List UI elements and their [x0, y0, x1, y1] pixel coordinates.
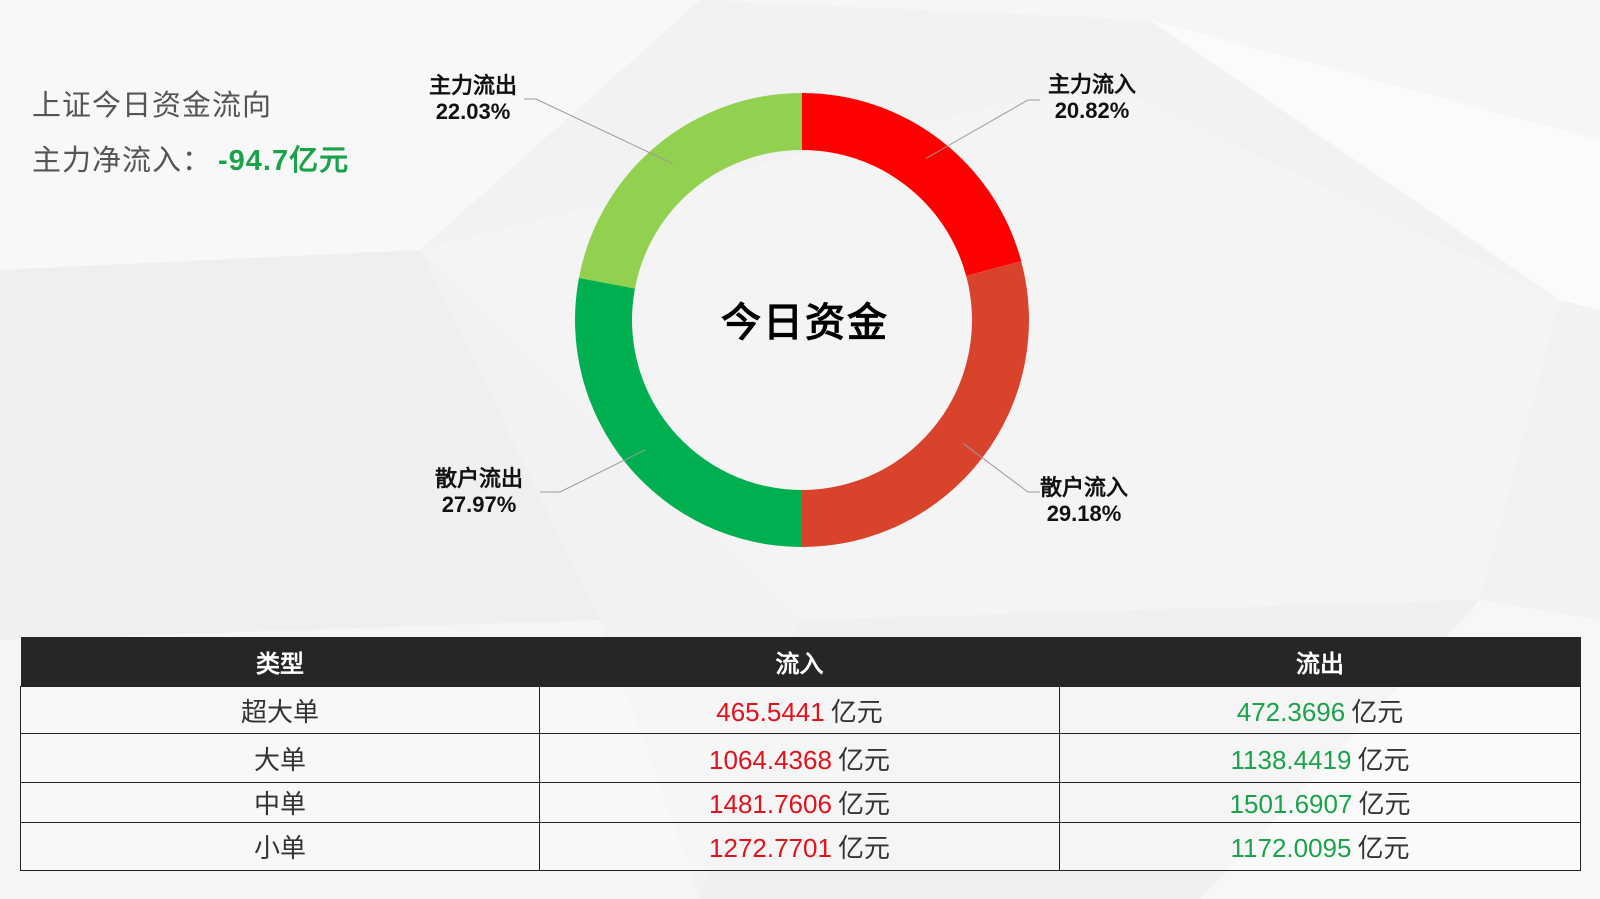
- leader-line: [540, 449, 646, 493]
- table-row: 中单 1481.7606 亿元 1501.6907 亿元: [20, 782, 1581, 823]
- inflow-value: 465.5441: [716, 696, 825, 727]
- outflow-value: 1501.6907: [1229, 789, 1353, 819]
- header-type: 类型: [20, 637, 540, 687]
- cell-outflow: 1138.4419 亿元: [1059, 733, 1581, 783]
- table-row: 大单 1064.4368 亿元 1138.4419 亿元: [20, 733, 1581, 783]
- unit: 亿元: [1358, 789, 1411, 819]
- net-inflow-value: -94.7亿元: [218, 145, 350, 177]
- leader-line: [524, 98, 673, 164]
- unit: 亿元: [837, 789, 890, 819]
- cell-outflow: 472.3696 亿元: [1059, 686, 1581, 734]
- table-header-row: 类型 流入 流出: [20, 637, 1581, 687]
- net-inflow-label: 主力净流入：: [32, 145, 213, 177]
- cell-type: 超大单: [20, 686, 540, 734]
- donut-slice: [802, 261, 1029, 547]
- slice-label-retail-inflow: 散户流入 29.18%: [1040, 475, 1129, 526]
- donut-center-label: 今日资金: [721, 301, 889, 345]
- slice-label-retail-outflow: 散户流出 27.97%: [435, 466, 524, 517]
- outflow-value: 1138.4419: [1230, 744, 1352, 775]
- donut-chart: [524, 92, 1040, 547]
- cell-inflow: 1272.7701 亿元: [539, 822, 1060, 871]
- header-inflow: 流入: [539, 637, 1060, 687]
- outflow-value: 1172.0095: [1230, 833, 1352, 863]
- donut-slice: [575, 277, 802, 547]
- cell-type: 中单: [20, 782, 540, 823]
- cell-type: 大单: [20, 733, 540, 783]
- cell-type: 小单: [20, 822, 540, 871]
- inflow-value: 1272.7701: [709, 833, 832, 863]
- unit: 亿元: [830, 696, 883, 727]
- inflow-value: 1481.7606: [709, 789, 832, 819]
- table-row: 小单 1272.7701 亿元 1172.0095 亿元: [20, 822, 1581, 871]
- table-row: 超大单 465.5441 亿元 472.3696 亿元: [20, 686, 1581, 734]
- cell-inflow: 1481.7606 亿元: [539, 782, 1060, 823]
- slice-label-main-outflow: 主力流出 22.03%: [429, 73, 518, 124]
- leader-line: [963, 443, 1040, 493]
- donut-slice: [578, 92, 802, 289]
- unit: 亿元: [1357, 833, 1410, 863]
- unit: 亿元: [837, 833, 890, 863]
- unit: 亿元: [1357, 744, 1410, 775]
- leader-line: [925, 99, 1040, 159]
- unit: 亿元: [837, 744, 890, 775]
- fund-flow-table: 类型 流入 流出 超大单 465.5441 亿元 472.3696 亿元 大单 1064.4…: [20, 637, 1581, 871]
- cell-inflow: 1064.4368 亿元: [539, 733, 1060, 783]
- cell-inflow: 465.5441 亿元: [539, 686, 1060, 734]
- page-title: 上证今日资金流向: [32, 90, 273, 122]
- cell-outflow: 1172.0095 亿元: [1059, 822, 1581, 871]
- donut-slice: [802, 93, 1022, 276]
- header-outflow: 流出: [1059, 637, 1581, 687]
- net-inflow-line: 主力净流入： -94.7亿元: [32, 137, 349, 179]
- cell-outflow: 1501.6907 亿元: [1059, 782, 1581, 823]
- inflow-value: 1064.4368: [709, 744, 832, 775]
- outflow-value: 472.3696: [1236, 696, 1346, 727]
- unit: 亿元: [1351, 696, 1404, 727]
- slice-label-main-inflow: 主力流入 20.82%: [1048, 72, 1137, 123]
